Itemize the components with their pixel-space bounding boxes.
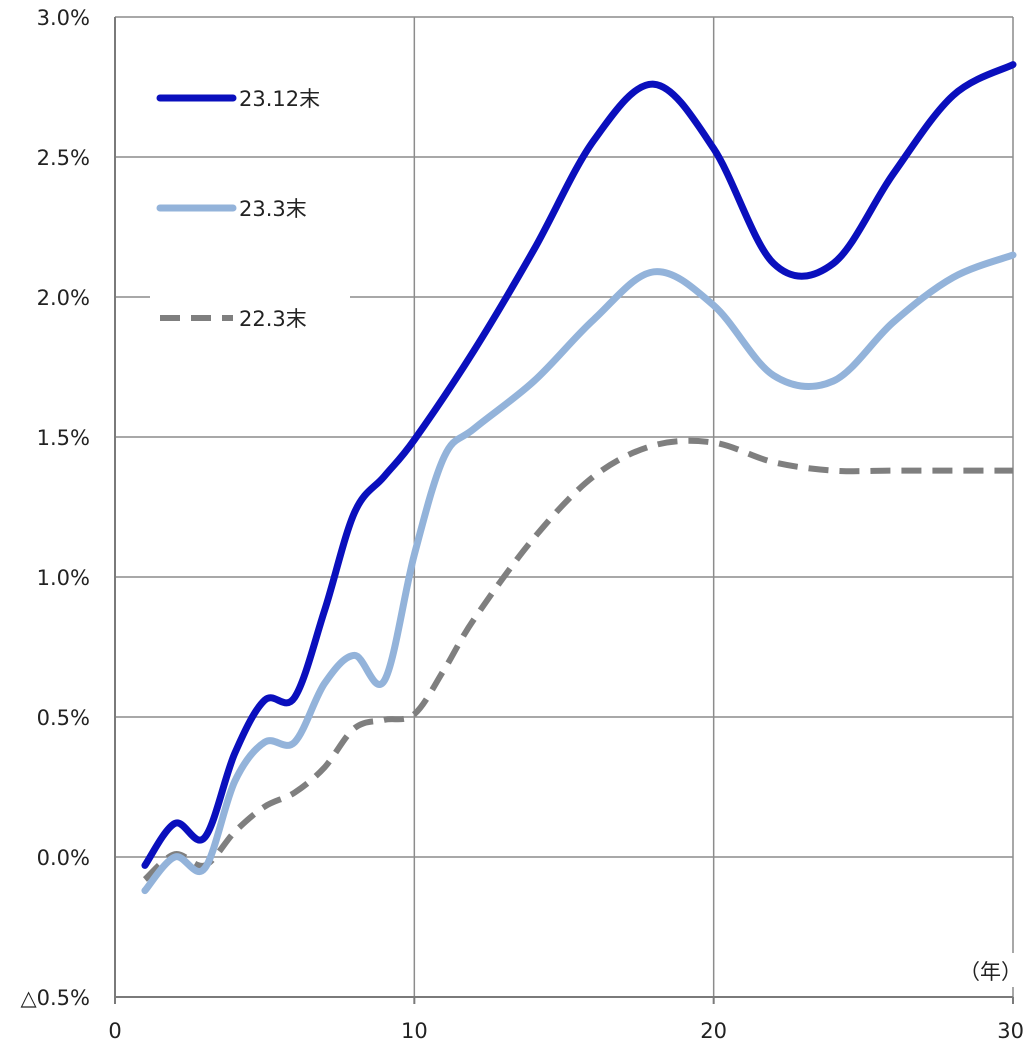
axes (114, 17, 1014, 1004)
x-tick-label: 30 (997, 1019, 1024, 1043)
y-tick-label: △0.5% (20, 986, 90, 1010)
y-tick-label: 2.5% (37, 146, 90, 170)
series-line-3 (142, 437, 1013, 882)
legend-label-3: 22.3末 (239, 307, 307, 331)
x-tick-label: 10 (401, 1019, 428, 1043)
legend-label-1: 23.12末 (239, 87, 320, 111)
y-tick-label: 0.5% (37, 706, 90, 730)
y-tick-label: 0.0% (37, 846, 90, 870)
x-unit-label: （年） (959, 960, 1022, 984)
x-tick-label: 20 (700, 1019, 727, 1043)
series-line-1 (141, 61, 1017, 869)
legend: 23.12末 23.3末 22.3末 (150, 72, 350, 344)
y-tick-label: 1.0% (37, 566, 90, 590)
x-unit-label-bg (962, 953, 1026, 987)
legend-background (150, 292, 350, 344)
y-tick-label: 3.0% (37, 6, 90, 30)
series-line-2 (141, 251, 1017, 895)
x-tick-label: 0 (108, 1019, 121, 1043)
series-layer (141, 61, 1017, 895)
y-tick-label: 1.5% (37, 426, 90, 450)
y-tick-label: 2.0% (37, 286, 90, 310)
tick-labels: △0.5% 0.0% 0.5% 1.0% 1.5% 2.0% 2.5% 3.0% 0 10 20 30… (20, 6, 1026, 1043)
legend-label-2: 23.3末 (239, 197, 307, 221)
